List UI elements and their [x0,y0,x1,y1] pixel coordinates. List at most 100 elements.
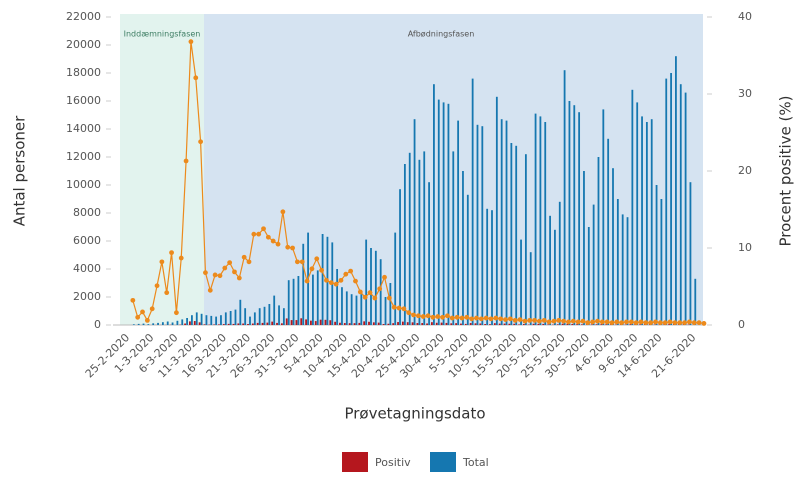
percent-point [667,319,673,325]
bar [576,324,579,325]
bar [452,151,455,325]
percent-point [566,319,571,325]
bar [355,295,358,325]
percent-point [503,317,508,323]
percent-point [212,272,218,278]
percent-point [449,315,455,321]
bar [495,96,498,325]
percent-point [236,275,242,281]
percent-point [537,318,542,324]
percent-point [672,320,678,326]
phase-area [120,14,204,325]
bar [203,324,206,325]
bar [605,324,608,325]
bar [631,89,634,325]
bar [397,322,399,325]
percent-point [459,315,465,321]
bar [581,324,583,325]
bar [290,320,293,325]
bar [278,305,280,325]
bar [353,323,356,325]
percent-point [435,314,441,319]
bar [280,323,283,325]
percent-point [343,271,349,277]
bar [176,320,179,325]
bar [256,322,259,325]
bar [193,321,196,325]
percent-point [241,254,247,260]
bar [689,182,692,325]
percent-point [396,305,402,311]
percent-point [696,320,702,326]
percent-point [512,317,518,323]
bar [636,102,639,326]
bar [239,299,242,325]
percent-point [653,319,658,325]
bar [554,229,556,325]
percent-point [314,256,320,262]
bar [258,308,261,325]
percent-point [251,231,257,237]
percent-point [406,310,412,316]
percent-point [590,319,596,325]
bar [437,99,440,325]
bar [665,78,668,325]
percent-point [382,274,387,280]
y2-tick-label: 30 [738,87,752,100]
bar [423,151,426,325]
bar [302,243,305,325]
bar [321,234,324,325]
bar [152,323,155,325]
bar [532,323,535,325]
y-tick-label: 16000 [66,94,101,107]
bar [237,323,240,325]
y2-tick-label: 10 [738,241,752,254]
percent-point [159,259,165,265]
bar [403,164,406,325]
bar [694,278,697,325]
bar [616,199,619,325]
bar [568,101,571,325]
bar [232,323,235,325]
bar [522,324,525,325]
bar [210,315,213,325]
bar [339,322,341,325]
bar [368,321,370,325]
bar [489,324,491,325]
bar [493,323,496,325]
y2-tick-label: 40 [738,10,752,23]
bar [561,323,564,325]
bar [406,322,409,325]
percent-point [275,241,281,247]
bar [510,143,513,325]
percent-point [362,294,368,300]
percent-point [609,320,615,326]
percent-point [222,265,228,271]
bar [498,323,501,325]
y2-tick-label: 0 [738,318,745,331]
bar [418,159,421,325]
bar [242,323,245,325]
percent-point [290,245,295,251]
bar [363,321,366,325]
bar [563,70,566,325]
percent-point [599,319,605,325]
y-tick-label: 12000 [66,150,101,163]
bar [382,324,385,325]
bar [544,122,547,325]
bar [234,309,237,325]
percent-point [430,314,436,320]
percent-point [149,306,155,312]
bar [287,280,290,325]
percent-point [411,312,416,318]
bar [247,324,249,325]
bar [479,323,482,325]
bar [462,171,464,325]
bar [413,119,416,325]
percent-point [469,316,475,322]
percent-point [464,314,470,320]
percent-point [633,320,639,326]
bar [297,276,300,325]
bar [455,323,458,325]
